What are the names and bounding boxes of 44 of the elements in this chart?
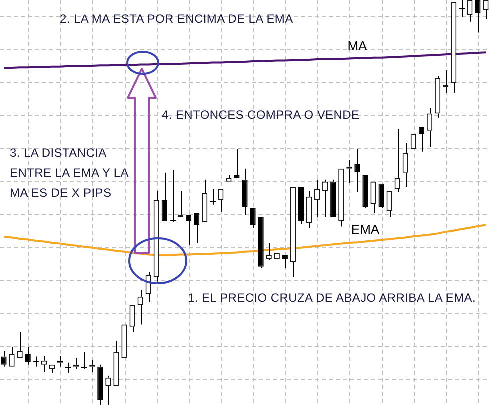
annotation: 4. ENTONCES COMPRA O VENDE	[162, 108, 360, 122]
candlestick	[426, 108, 433, 148]
candlestick	[434, 76, 441, 118]
candlestick	[394, 128, 400, 192]
candlestick	[81, 351, 88, 370]
candlestick	[483, 0, 489, 20]
candlestick	[162, 172, 168, 222]
candlestick	[130, 304, 136, 333]
candlestick	[330, 179, 336, 218]
candlestick	[467, 0, 473, 22]
candlestick	[282, 255, 288, 269]
candlestick	[298, 187, 304, 224]
candlestick	[370, 182, 376, 214]
candlestick	[250, 208, 256, 229]
candlestick	[210, 188, 217, 206]
candlestick	[202, 179, 208, 222]
candlestick	[98, 364, 104, 406]
candlestick	[170, 170, 177, 222]
candlestick	[114, 340, 120, 386]
annotation: 3. LA DISTANCIA ENTRE LA EMA Y LA MA ES DE X PIPS	[10, 145, 130, 202]
candlestick	[9, 346, 15, 367]
candlestick	[402, 142, 408, 188]
annotation: 2. LA MA ESTA POR ENCIMA DE LA EMA	[60, 12, 294, 26]
candlestick	[290, 187, 296, 278]
candlestick	[475, 0, 481, 34]
candlestick	[33, 356, 40, 368]
annotation: 1. EL PRECIO CRUZA DE ABAJO ARRIBA LA EMA.	[188, 291, 476, 305]
candlestick	[186, 215, 192, 246]
candlestick	[459, 0, 466, 18]
candlestick	[314, 179, 320, 218]
candlestick	[65, 362, 72, 374]
candlestick	[266, 242, 272, 261]
candlestick	[354, 148, 360, 192]
candlestick	[194, 213, 200, 244]
candlestick	[306, 190, 312, 229]
candlestick	[226, 174, 232, 182]
candlestick	[41, 355, 47, 373]
candlestick	[154, 190, 160, 282]
series-label: MA	[348, 38, 368, 54]
candlestick	[338, 168, 344, 228]
candlestick	[386, 191, 392, 218]
candlestick	[242, 168, 248, 216]
series-label: EMA	[351, 222, 380, 237]
candlestick	[1, 350, 7, 368]
